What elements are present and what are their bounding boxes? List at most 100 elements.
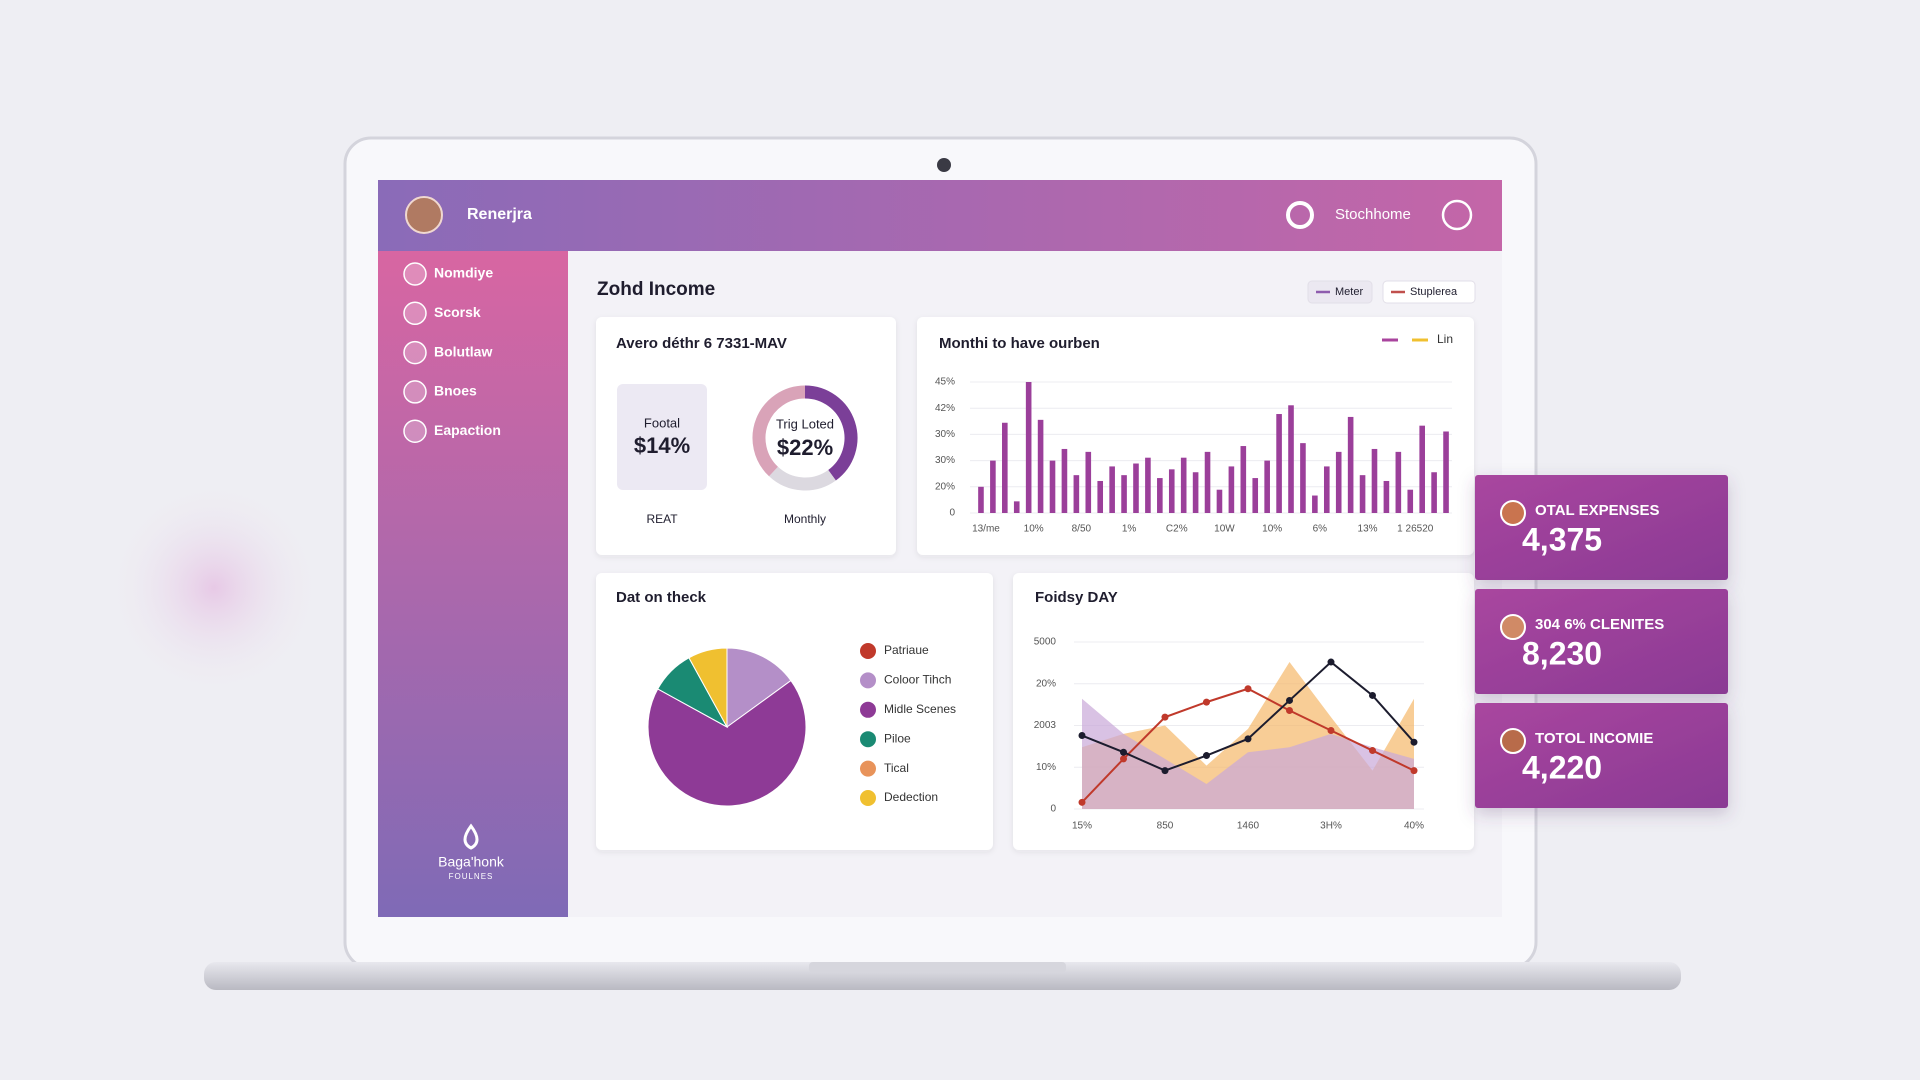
legend-label: Dedection	[884, 790, 938, 804]
chart-title: Dat on theck	[616, 589, 707, 606]
settings-icon[interactable]	[1441, 199, 1473, 231]
legend-label: Coloor Tihch	[884, 673, 951, 687]
header-bar	[378, 180, 1502, 251]
location-icon[interactable]	[1286, 201, 1314, 229]
x-tick-label: 1%	[1122, 524, 1137, 535]
donut-value: $22%	[777, 435, 833, 460]
bar	[1407, 489, 1414, 513]
nav-icon[interactable]	[403, 419, 427, 443]
legend-dot	[860, 760, 876, 777]
nav-item[interactable]: Nomdiye	[434, 265, 493, 281]
x-tick-label: 10%	[1262, 524, 1282, 535]
nav-icon[interactable]	[403, 262, 427, 286]
bar-chart: Monthi to have ourben Lin 0 20% 30% 30% 42% 45%…	[935, 332, 1453, 534]
chart-title: Foidsy DAY	[1035, 589, 1118, 606]
y-axis-label: 0	[1050, 804, 1056, 815]
legend-dot	[860, 672, 876, 689]
bar	[1121, 475, 1127, 513]
legend-label: Piloe	[884, 731, 911, 745]
bar	[1371, 448, 1378, 513]
logo-icon	[463, 823, 479, 850]
stat-avatar	[1500, 500, 1526, 526]
pie-chart: Dat on theck Patriaue Coloor Tihch Midle Sc…	[616, 589, 956, 807]
bar	[1097, 480, 1104, 513]
stat-card	[1475, 475, 1728, 580]
area	[1082, 698, 1414, 809]
stat-card	[1475, 589, 1728, 694]
y-axis-label: 5000	[1034, 637, 1057, 648]
laptop-notch	[809, 962, 1066, 973]
legend-label: Lin	[1437, 332, 1453, 346]
bar	[1300, 443, 1306, 513]
avatar[interactable]	[405, 196, 443, 234]
bar	[1335, 451, 1342, 513]
bar	[1204, 451, 1211, 513]
card-title: Avero déthr 6 7331-MAV	[616, 335, 787, 352]
bar	[1240, 446, 1247, 513]
x-tick-label: 8/50	[1072, 524, 1092, 535]
legend-label: Stuplerea	[1410, 286, 1458, 298]
point	[1410, 767, 1418, 775]
donut-label: Monthly	[784, 512, 826, 526]
point	[1203, 698, 1210, 706]
bar	[990, 460, 996, 513]
nav-item[interactable]: Bolutlaw	[434, 343, 492, 359]
y-axis-label: 0	[949, 508, 955, 519]
bar	[1013, 501, 1020, 513]
nav-item[interactable]: Eapaction	[434, 422, 501, 438]
y-axis-label: 45%	[935, 377, 955, 388]
logo-sub: FOULNES	[449, 872, 494, 881]
bar	[1025, 382, 1032, 513]
nav-item[interactable]: Scorsk	[434, 304, 481, 320]
donut-segment	[752, 385, 806, 477]
box-label: REAT	[646, 512, 678, 526]
point	[1327, 727, 1335, 735]
donut-segment	[769, 466, 836, 491]
legend-dot	[860, 790, 876, 806]
location[interactable]: Stochhome	[1335, 206, 1411, 223]
bar	[1061, 448, 1068, 513]
y-axis-label: 30%	[935, 455, 955, 466]
bar	[1443, 431, 1449, 513]
point	[1078, 798, 1086, 806]
bar	[1359, 475, 1366, 513]
chart-title: Monthi to have ourben	[939, 335, 1100, 352]
legend-dot	[860, 643, 876, 659]
sidebar-items: Nomdiye Scorsk Bolutlaw Bnoes Eapaction	[403, 262, 501, 443]
nav-icon[interactable]	[403, 380, 427, 404]
x-tick-label: 10W	[1214, 524, 1235, 535]
x-tick-label: 40%	[1404, 821, 1424, 832]
box-title: Footal	[644, 415, 680, 430]
bar	[1085, 451, 1092, 513]
legend-dot	[860, 731, 876, 748]
line-chart: Foidsy DAY 0 10% 2003 20% 5000 15% 850 1460 3H% 40…	[1034, 589, 1424, 832]
bar	[1073, 475, 1080, 513]
x-tick-label: 850	[1157, 821, 1174, 832]
stat-card	[1475, 703, 1728, 808]
x-tick-label: 1460	[1237, 821, 1260, 832]
stat-avatar	[1500, 614, 1526, 640]
stat-label: TOTOL INCOMIE	[1535, 730, 1653, 747]
bar	[1252, 478, 1259, 513]
nav-icon[interactable]	[403, 301, 427, 326]
point	[1369, 691, 1376, 699]
nav-item[interactable]: Bnoes	[434, 383, 477, 399]
stat-value: 4,375	[1522, 521, 1602, 557]
legend-pill[interactable]	[1307, 280, 1373, 304]
legend-pill[interactable]	[1382, 280, 1476, 304]
card	[596, 317, 896, 555]
bar	[1431, 472, 1437, 513]
legend-label: Meter	[1335, 286, 1363, 298]
point	[1120, 755, 1127, 763]
bar	[1168, 469, 1175, 513]
user-name: Renerjra	[467, 206, 532, 223]
point	[1286, 706, 1293, 714]
nav-icon[interactable]	[403, 340, 427, 365]
x-tick-label: C2%	[1166, 524, 1188, 535]
legend-label: Tical	[884, 761, 909, 775]
stat-avatar	[1500, 728, 1526, 754]
bar	[1049, 460, 1056, 513]
x-tick-label: 13/me	[972, 524, 1000, 535]
